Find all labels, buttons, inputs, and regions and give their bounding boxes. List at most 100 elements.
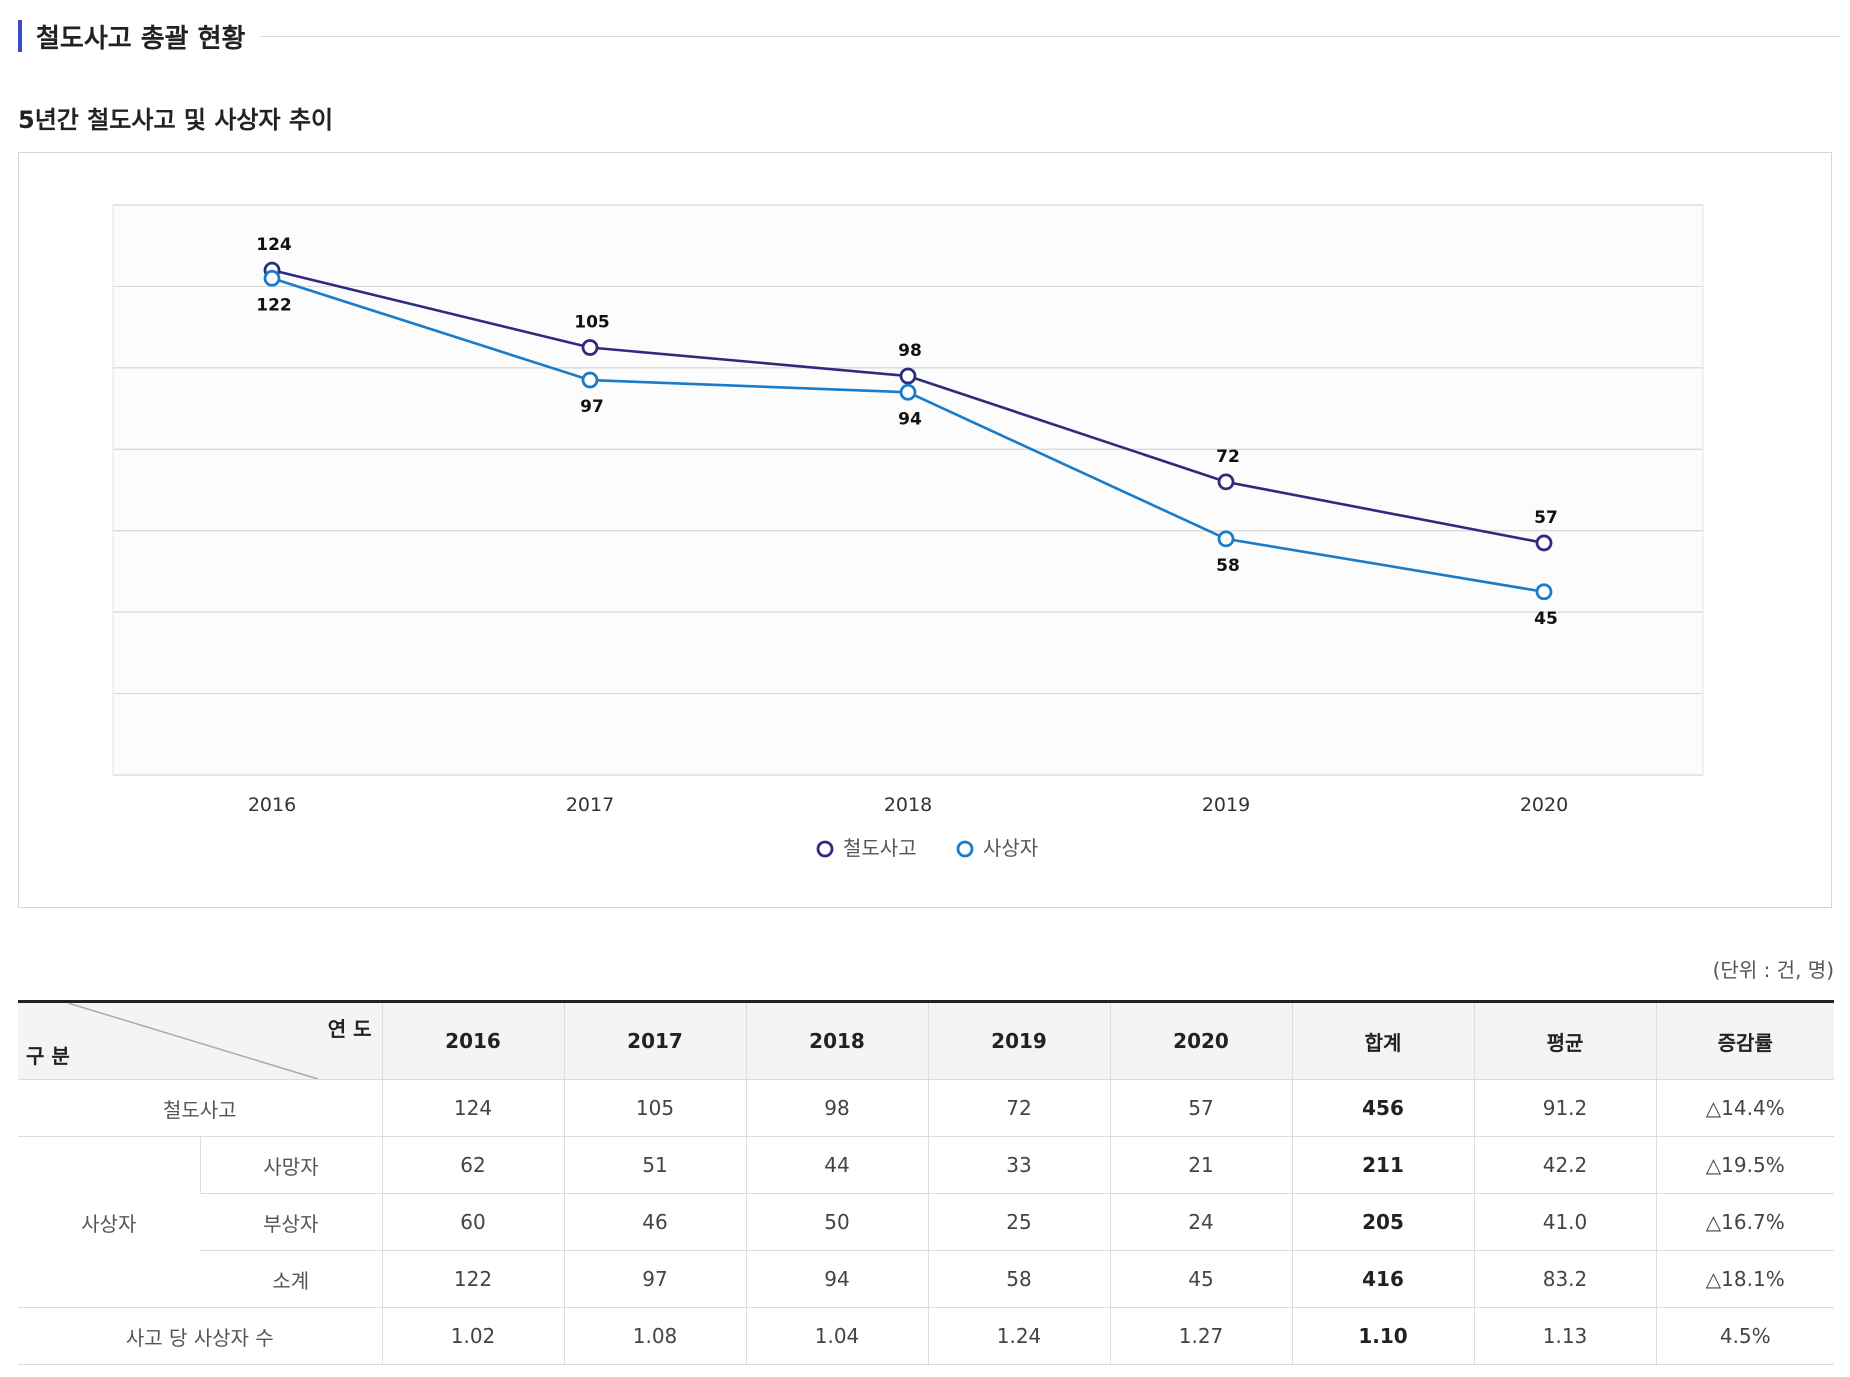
x-tick-label: 2016 (248, 794, 296, 816)
table-row-per-accident: 사고 당 사상자 수 1.02 1.08 1.04 1.24 1.27 1.10… (18, 1307, 1834, 1365)
line-chart: 2016 2017 2018 2019 2020 124 105 98 72 57 122 97 94 5… (112, 204, 1704, 860)
table-cell-total: 1.10 (1291, 1307, 1474, 1365)
table-cell: 72 (927, 1079, 1110, 1137)
table-cell: 62 (381, 1136, 564, 1194)
column-header: 2019 (927, 1001, 1110, 1080)
table-row-accidents: 철도사고 124 105 98 72 57 456 91.2 △14.4% (18, 1079, 1834, 1137)
table-cell: 46 (563, 1193, 746, 1251)
line-chart-container: 2016 2017 2018 2019 2020 124 105 98 72 57 122 97 94 5… (18, 152, 1832, 908)
legend-label: 사상자 (983, 836, 1038, 860)
column-header: 평균 (1473, 1001, 1656, 1080)
data-label: 57 (1534, 508, 1558, 528)
x-tick-label: 2018 (884, 794, 932, 816)
table-cell: 44 (745, 1136, 928, 1194)
table-cell: 33 (927, 1136, 1110, 1194)
legend-label: 철도사고 (843, 836, 917, 860)
column-header: 합계 (1291, 1001, 1474, 1080)
table-cell: 83.2 (1473, 1250, 1656, 1308)
legend-marker (816, 840, 834, 858)
column-header: 2018 (745, 1001, 928, 1080)
section-title: 철도사고 총괄 현황 (36, 23, 246, 54)
table-cell: 122 (381, 1250, 564, 1308)
data-point (581, 371, 599, 389)
data-label: 94 (898, 409, 922, 429)
table-cell-total: 416 (1291, 1250, 1474, 1308)
table-row-subtotal: 소계 122 97 94 58 45 416 83.2 △18.1% (18, 1250, 1834, 1308)
table-cell: 105 (563, 1079, 746, 1137)
table-cell: 45 (1109, 1250, 1292, 1308)
table-cell: 25 (927, 1193, 1110, 1251)
data-point (581, 339, 599, 356)
row-label: 사고 당 사상자 수 (18, 1307, 382, 1365)
table-cell: 42.2 (1473, 1136, 1656, 1194)
table-cell: 21 (1109, 1136, 1292, 1194)
table-cell: 58 (927, 1250, 1110, 1308)
corner-top-label: 연 도 (327, 1017, 372, 1041)
data-label: 124 (256, 235, 292, 255)
section-header: 철도사고 총괄 현황 (18, 18, 1840, 54)
table-header-row: 연 도 구 분 2016 2017 2018 2019 2020 합계 평균 증… (18, 1001, 1834, 1080)
column-header: 2020 (1109, 1001, 1292, 1080)
table-cell: 1.13 (1473, 1307, 1656, 1365)
table-cell: 24 (1109, 1193, 1292, 1251)
x-tick-label: 2020 (1520, 794, 1568, 816)
accident-summary-table: 연 도 구 분 2016 2017 2018 2019 2020 합계 평균 증… (18, 1000, 1834, 1365)
x-tick-label: 2017 (566, 794, 614, 816)
data-point (263, 269, 281, 287)
table-cell: 1.08 (563, 1307, 746, 1365)
row-label: 부상자 (200, 1193, 382, 1251)
data-label: 122 (256, 295, 292, 315)
row-label: 사망자 (199, 1136, 382, 1194)
data-point (1217, 473, 1235, 491)
table-cell: △14.4% (1655, 1079, 1834, 1137)
table-row-injured: 부상자 60 46 50 25 24 205 41.0 △16.7% (18, 1193, 1834, 1251)
unit-note: (단위 : 건, 명) (1712, 958, 1834, 982)
table-cell: 1.24 (927, 1307, 1110, 1365)
column-header: 2016 (381, 1001, 564, 1080)
data-label: 105 (574, 313, 610, 333)
table-cell: 4.5% (1655, 1307, 1834, 1365)
table-cell: 91.2 (1473, 1079, 1656, 1137)
table-cell: 97 (563, 1250, 746, 1308)
data-point (1217, 530, 1235, 548)
table-cell: 60 (381, 1193, 564, 1251)
table-cell: 50 (745, 1193, 928, 1251)
table-cell: 1.27 (1109, 1307, 1292, 1365)
data-label: 97 (580, 397, 604, 417)
column-header: 2017 (563, 1001, 746, 1080)
data-label: 58 (1216, 556, 1240, 576)
table-cell: 124 (381, 1079, 564, 1137)
table-cell-total: 456 (1291, 1079, 1474, 1137)
column-header: 증감률 (1655, 1001, 1834, 1080)
table-cell: △16.7% (1655, 1193, 1834, 1251)
table-cell: 57 (1109, 1079, 1292, 1137)
table-cell: 1.04 (745, 1307, 928, 1365)
table-cell: 94 (745, 1250, 928, 1308)
corner-bottom-label: 구 분 (26, 1044, 70, 1068)
corner-header-cell: 연 도 구 분 (18, 1001, 382, 1080)
data-point (1535, 583, 1553, 601)
table-cell: 98 (745, 1079, 928, 1137)
data-point (899, 367, 917, 385)
row-group-label: 사상자 (18, 1136, 200, 1308)
table-cell: △19.5% (1655, 1136, 1834, 1194)
legend-marker (956, 840, 974, 858)
table-cell-total: 205 (1291, 1193, 1474, 1251)
section-accent-bar (18, 20, 22, 52)
table-cell: 1.02 (381, 1307, 564, 1365)
data-label: 72 (1216, 447, 1240, 467)
table-cell-total: 211 (1291, 1136, 1474, 1194)
data-label: 98 (898, 341, 922, 361)
table-cell: △18.1% (1655, 1250, 1834, 1308)
table-row-deaths: 사상자 사망자 62 51 44 33 21 211 42.2 △19.5% (18, 1136, 1834, 1308)
data-point (899, 383, 917, 401)
corner-diagonal-line (67, 1003, 319, 1079)
row-label: 소계 (200, 1250, 382, 1308)
row-label: 철도사고 (18, 1079, 382, 1137)
x-tick-label: 2019 (1202, 794, 1250, 816)
section-divider (261, 35, 1840, 37)
table-cell: 51 (563, 1136, 746, 1194)
data-point (1535, 534, 1553, 552)
data-label: 45 (1534, 609, 1558, 629)
table-cell: 41.0 (1473, 1193, 1656, 1251)
